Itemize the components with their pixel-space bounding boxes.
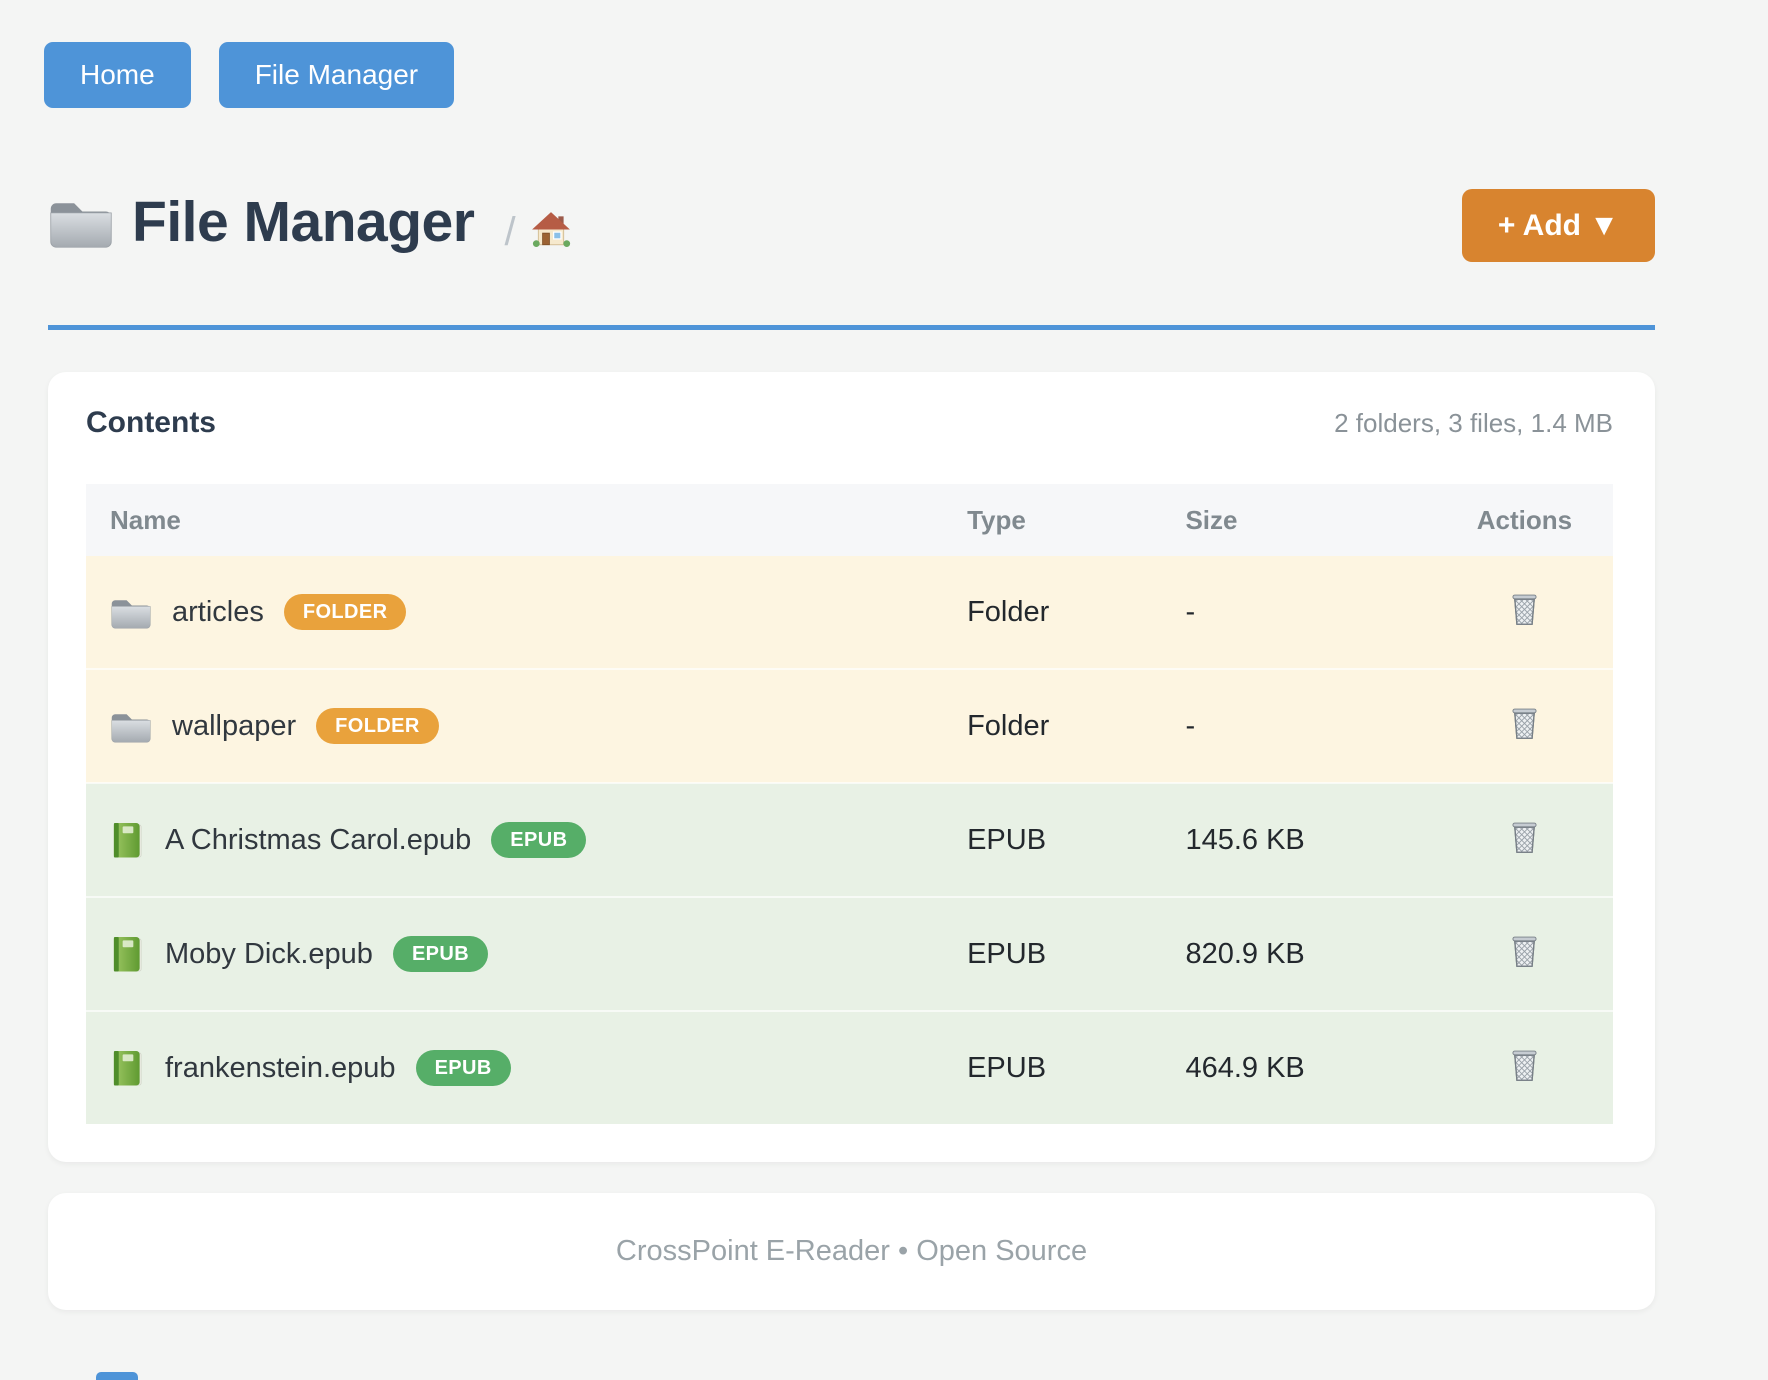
folder-icon (110, 595, 152, 630)
contents-heading: Contents (86, 406, 216, 439)
column-header-type: Type (967, 484, 1186, 556)
file-name-link[interactable]: wallpaper (172, 709, 297, 742)
delete-button[interactable] (1506, 1044, 1543, 1085)
contents-table: Name Type Size Actions articles FOLDER Fol… (86, 484, 1613, 1124)
nav-file-manager-button[interactable]: File Manager (218, 42, 455, 108)
type-badge: EPUB (392, 936, 489, 972)
type-cell: EPUB (967, 896, 1186, 1011)
contents-summary: 2 folders, 3 files, 1.4 MB (1334, 408, 1613, 438)
type-badge: FOLDER (316, 708, 439, 744)
delete-button[interactable] (1506, 816, 1543, 857)
contents-card-header: Contents 2 folders, 3 files, 1.4 MB (86, 406, 1613, 440)
folder-icon (110, 709, 152, 744)
size-cell: 145.6 KB (1185, 782, 1436, 897)
type-badge: EPUB (415, 1050, 511, 1086)
table-row: A Christmas Carol.epub EPUB EPUB 145.6 KB (86, 782, 1613, 897)
page-header: File Manager / + Add ▼ (48, 182, 1655, 262)
add-button[interactable]: + Add ▼ (1461, 189, 1655, 262)
nav-home-button[interactable]: Home (44, 42, 191, 108)
type-cell: EPUB (967, 782, 1186, 897)
file-name-link[interactable]: Moby Dick.epub (165, 937, 373, 970)
column-header-size: Size (1185, 484, 1436, 556)
size-cell: 464.9 KB (1185, 1010, 1436, 1124)
type-cell: EPUB (967, 1010, 1186, 1124)
type-cell: Folder (967, 556, 1186, 669)
file-name-link[interactable]: articles (172, 595, 264, 628)
file-name-link[interactable]: frankenstein.epub (165, 1051, 396, 1084)
house-icon[interactable] (530, 209, 572, 251)
type-cell: Folder (967, 668, 1186, 783)
table-row: articles FOLDER Folder - (86, 556, 1613, 669)
table-row: wallpaper FOLDER Folder - (86, 668, 1613, 783)
column-header-actions: Actions (1435, 484, 1613, 556)
size-cell: - (1185, 668, 1436, 783)
breadcrumb-separator: / (504, 209, 516, 254)
footer-text: CrossPoint E-Reader • Open Source (615, 1235, 1088, 1267)
delete-button[interactable] (1506, 930, 1543, 971)
table-header-row: Name Type Size Actions (86, 484, 1613, 556)
green-book-icon (110, 821, 145, 860)
type-badge: FOLDER (283, 594, 407, 630)
delete-button[interactable] (1506, 702, 1543, 743)
top-navigation: Home File Manager (44, 42, 455, 108)
green-book-icon (110, 1049, 145, 1088)
size-cell: - (1185, 556, 1436, 669)
size-cell: 820.9 KB (1185, 896, 1436, 1011)
green-book-icon (110, 935, 145, 974)
file-name-link[interactable]: A Christmas Carol.epub (165, 823, 472, 856)
column-header-name: Name (86, 484, 968, 556)
page-title: File Manager (132, 190, 475, 254)
folder-icon (48, 195, 114, 250)
contents-card: Contents 2 folders, 3 files, 1.4 MB Name… (48, 372, 1655, 1162)
delete-button[interactable] (1506, 588, 1543, 629)
table-row: Moby Dick.epub EPUB EPUB 820.9 KB (86, 896, 1613, 1011)
footer-card: CrossPoint E-Reader • Open Source (48, 1193, 1655, 1310)
partially-visible-button[interactable] (96, 1372, 138, 1380)
contents-table-body: articles FOLDER Folder - wallpaper FOLDER Fold… (86, 556, 1613, 1124)
type-badge: EPUB (491, 822, 587, 858)
title-divider (48, 325, 1655, 330)
table-row: frankenstein.epub EPUB EPUB 464.9 KB (86, 1010, 1613, 1124)
